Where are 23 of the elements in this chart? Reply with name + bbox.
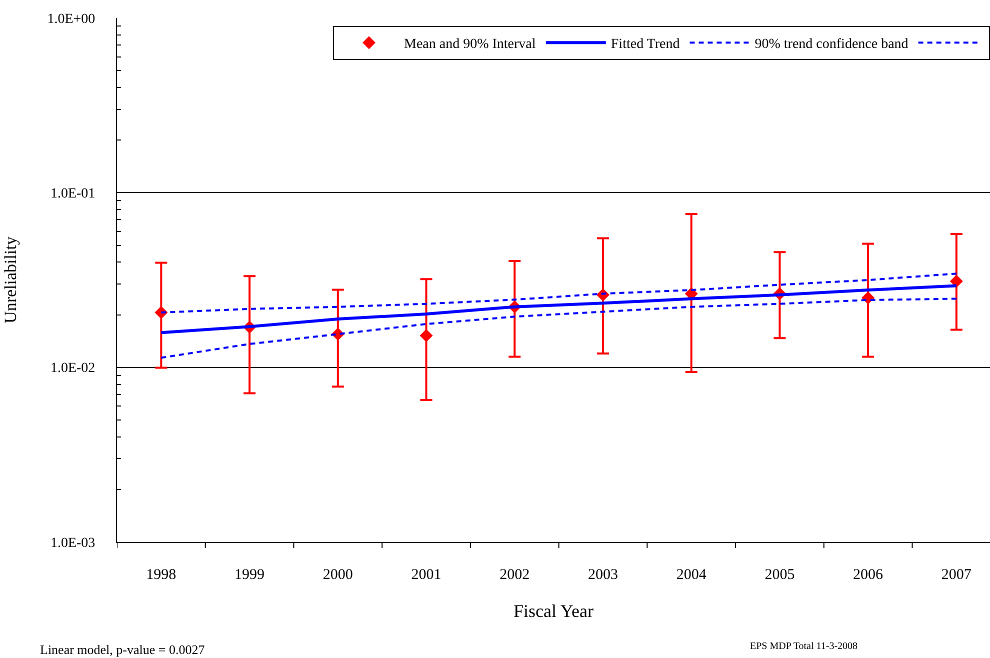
legend-label: Fitted Trend — [610, 37, 680, 52]
x-tick-label: 2004 — [676, 567, 707, 583]
x-tick-label: 2003 — [588, 567, 618, 583]
x-tick-label: 2005 — [764, 567, 795, 583]
y-tick-label: 1.0E-01 — [50, 186, 96, 202]
x-tick-label: 2001 — [411, 567, 442, 583]
x-tick-label: 1999 — [234, 567, 265, 583]
y-tick-label: 1.0E-03 — [50, 536, 96, 551]
point — [420, 329, 433, 342]
y-axis-title: Unreliability — [0, 236, 20, 324]
text: Linear model, p-value = 0.0027 — [40, 642, 206, 657]
legend-label: 90% trend confidence band — [754, 37, 908, 52]
x-axis-title: Fiscal Year — [514, 601, 594, 622]
x-tick-label: 2007 — [941, 567, 972, 583]
x-tick-label: 2002 — [500, 567, 530, 583]
x-tick-label: 2000 — [322, 567, 353, 583]
x-tick-label: 1998 — [146, 567, 176, 583]
y-tick-label: 1.0E+00 — [47, 12, 96, 27]
y-tick-label: 1.0E-02 — [50, 361, 96, 376]
text: EPS MDP Total 11-3-2008 — [750, 641, 858, 652]
x-tick-label: 2006 — [853, 567, 884, 583]
legend-label: Mean and 90% Interval — [404, 37, 536, 52]
point — [950, 274, 963, 288]
